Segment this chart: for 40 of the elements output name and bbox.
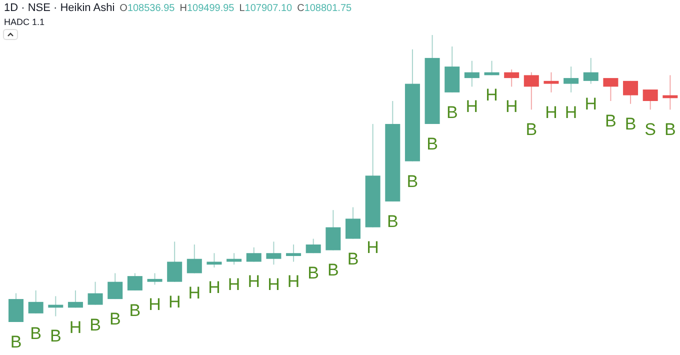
text: H — [148, 295, 161, 314]
text: H — [168, 292, 181, 312]
text: B — [308, 264, 320, 283]
text: B — [109, 310, 121, 329]
text: B — [328, 260, 339, 280]
text: H109499.95 — [180, 3, 234, 14]
text: H — [545, 102, 558, 122]
text: B — [664, 120, 676, 140]
text: B — [624, 114, 636, 134]
text: B — [386, 212, 398, 231]
text: S — [644, 120, 656, 140]
text: H — [466, 97, 478, 116]
text: H — [69, 318, 82, 338]
text: B — [605, 111, 616, 130]
text: B — [526, 120, 538, 140]
text: L107907.10 — [239, 3, 292, 14]
chart-subtitle: HADC 1.1 — [4, 17, 45, 27]
text: H — [584, 94, 598, 114]
text: H — [505, 97, 518, 116]
text: H — [486, 86, 498, 105]
text: H — [564, 102, 578, 122]
text: B — [406, 172, 418, 191]
text: B — [446, 102, 458, 122]
text: B — [50, 326, 62, 346]
text: H — [248, 272, 260, 292]
text: H — [188, 284, 201, 303]
text: H — [208, 278, 220, 297]
text: B — [129, 300, 141, 320]
text: C108801.75 — [297, 3, 352, 14]
text: O108536.95 — [120, 3, 175, 14]
text: B — [426, 134, 438, 154]
chart-title: 1D · NSE · Heikin Ashi — [4, 2, 115, 14]
text: H — [287, 272, 300, 292]
text: B — [347, 249, 359, 268]
text: B — [90, 315, 101, 334]
text: H — [366, 238, 379, 257]
text: H — [228, 275, 240, 294]
text: B — [30, 324, 42, 343]
text: B — [10, 332, 22, 352]
text: H — [268, 275, 280, 294]
